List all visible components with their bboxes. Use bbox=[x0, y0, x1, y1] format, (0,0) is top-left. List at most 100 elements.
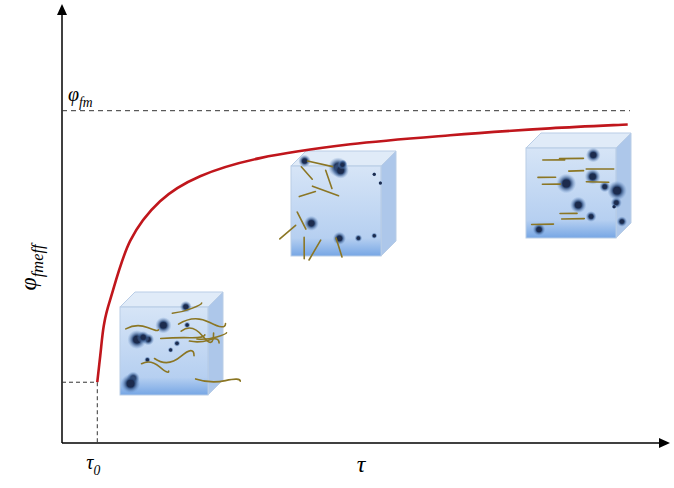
fiber bbox=[542, 183, 560, 185]
particle-core bbox=[575, 202, 582, 209]
particle bbox=[121, 374, 141, 394]
fiber bbox=[126, 326, 159, 331]
particle-core bbox=[302, 158, 307, 163]
fiber bbox=[142, 362, 169, 372]
fiber bbox=[309, 240, 321, 260]
particle bbox=[378, 181, 382, 185]
particle-core bbox=[183, 304, 188, 309]
fiber bbox=[336, 238, 342, 257]
cube-side bbox=[208, 292, 223, 395]
fiber bbox=[189, 339, 219, 343]
particle-core bbox=[127, 380, 135, 388]
particle-core bbox=[590, 152, 596, 158]
label: φfmeff bbox=[15, 242, 47, 290]
fiber bbox=[538, 177, 556, 179]
cube bbox=[526, 133, 631, 238]
cube-top bbox=[120, 292, 223, 307]
asymptote bbox=[62, 110, 630, 111]
cube-top bbox=[526, 133, 631, 148]
fiber bbox=[303, 237, 305, 258]
particle bbox=[607, 181, 627, 201]
start-marker bbox=[62, 382, 97, 383]
label-base: φ bbox=[68, 83, 79, 106]
fiber bbox=[586, 168, 613, 170]
x-axis bbox=[62, 442, 664, 444]
particle-core bbox=[308, 220, 314, 226]
y-axis bbox=[61, 10, 63, 443]
particle-core bbox=[589, 173, 595, 179]
cube-front bbox=[120, 307, 208, 395]
particle-core bbox=[373, 234, 376, 237]
plot-area bbox=[97, 124, 627, 382]
fiber bbox=[326, 170, 332, 188]
cube-side bbox=[381, 151, 396, 256]
fiber bbox=[172, 303, 201, 313]
particle bbox=[586, 148, 601, 163]
y-arrow bbox=[57, 4, 67, 15]
fiber bbox=[560, 158, 584, 160]
particle-core bbox=[357, 237, 360, 240]
particle-core bbox=[175, 342, 178, 345]
label-sub: 0 bbox=[93, 463, 100, 478]
particle bbox=[333, 232, 346, 245]
particle bbox=[338, 160, 348, 170]
fiber bbox=[299, 192, 315, 197]
particle bbox=[612, 204, 617, 209]
particle-core bbox=[613, 187, 621, 195]
particle-core bbox=[169, 348, 172, 351]
particle-core bbox=[562, 180, 570, 188]
label-base: φ bbox=[15, 277, 41, 290]
particle bbox=[174, 340, 181, 347]
label: τ0 bbox=[86, 451, 100, 478]
particle-core bbox=[589, 214, 593, 218]
fiber bbox=[586, 181, 608, 183]
particle bbox=[355, 234, 363, 242]
label-sub: fm bbox=[79, 95, 93, 110]
fiber bbox=[196, 379, 241, 382]
fiber bbox=[280, 225, 296, 239]
fiber bbox=[569, 170, 584, 172]
fiber bbox=[532, 223, 554, 225]
particle-core bbox=[620, 219, 624, 223]
particle-core bbox=[160, 322, 167, 329]
cube bbox=[120, 292, 240, 395]
particle bbox=[586, 211, 597, 222]
curve bbox=[97, 124, 627, 382]
particle bbox=[168, 347, 174, 353]
particle-core bbox=[603, 184, 607, 188]
particle bbox=[617, 216, 628, 227]
fiber bbox=[308, 161, 333, 167]
particle bbox=[372, 172, 377, 177]
axes bbox=[57, 4, 670, 448]
particle bbox=[137, 331, 150, 344]
fiber bbox=[161, 335, 205, 339]
fiber bbox=[179, 319, 226, 327]
fiber bbox=[313, 186, 339, 196]
fiber bbox=[560, 213, 577, 215]
particle-core bbox=[146, 358, 149, 361]
chart-root: φfmτ0τφfmeff bbox=[0, 0, 674, 488]
x-arrow bbox=[659, 438, 670, 448]
label: τ bbox=[357, 451, 367, 477]
particle-core bbox=[614, 200, 619, 205]
cube bbox=[280, 151, 396, 260]
label-sub: fmeff bbox=[28, 242, 47, 277]
label-base: τ bbox=[357, 451, 367, 477]
particle-core bbox=[186, 323, 189, 326]
particle-core bbox=[373, 173, 376, 176]
chart: φfmτ0τφfmeff bbox=[0, 0, 674, 488]
fiber bbox=[562, 218, 585, 220]
particle bbox=[371, 233, 377, 239]
label: φfm bbox=[68, 83, 93, 110]
particle-core bbox=[340, 163, 344, 167]
particle bbox=[570, 197, 587, 214]
particle-core bbox=[536, 227, 541, 232]
particle-core bbox=[141, 335, 146, 340]
cube-front bbox=[526, 148, 616, 238]
fiber bbox=[297, 212, 306, 229]
particle-core bbox=[613, 205, 616, 208]
start-marker bbox=[97, 382, 98, 443]
fiber bbox=[301, 167, 312, 179]
fiber bbox=[155, 351, 195, 363]
particle-core bbox=[379, 182, 382, 185]
